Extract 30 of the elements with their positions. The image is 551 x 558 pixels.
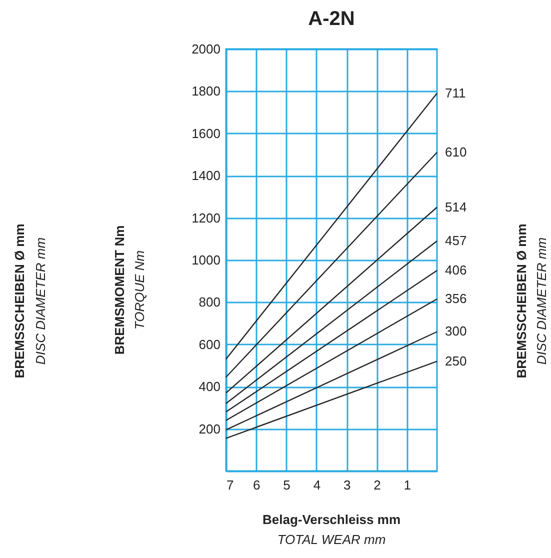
x-tick-label: 1 — [404, 478, 411, 492]
y-tick-label: 200 — [198, 421, 220, 436]
x-tick-label: 7 — [226, 478, 234, 492]
series-label: 356 — [445, 291, 467, 306]
y-tick-label: 800 — [198, 294, 220, 310]
y-tick-label: 600 — [198, 336, 220, 352]
series-label: 610 — [445, 144, 467, 160]
series-label: 457 — [445, 233, 467, 248]
x-tick-label: 2 — [374, 478, 381, 492]
series-label: 514 — [445, 199, 467, 214]
series-label: 250 — [445, 353, 467, 368]
y-tick-label: 2000 — [192, 42, 220, 56]
x-tick-label: 6 — [253, 478, 260, 492]
y-tick-label: 1600 — [192, 126, 220, 141]
y-tick-label: 1200 — [192, 210, 220, 226]
y-tick-label: 1400 — [192, 168, 220, 184]
y-tick-label: 400 — [198, 379, 220, 394]
y-axis-title: BREMSMOMENT Nm TORQUE Nm — [112, 225, 147, 355]
y-tick-label: 1000 — [192, 252, 220, 268]
text: BREMSSCHEIBEN Ø mm DISC DIAMETER mm — [514, 224, 549, 378]
series-label: 406 — [445, 262, 467, 278]
chart-title: A-2N — [308, 8, 355, 30]
x-tick-label: 4 — [313, 478, 321, 492]
series-label: 300 — [445, 324, 467, 339]
x-tick-label: 3 — [343, 478, 351, 492]
text: BREMSSCHEIBEN Ø mm DISC DIAMETER mm — [12, 224, 48, 378]
x-tick-label: 5 — [283, 478, 290, 492]
series-label: 711 — [445, 85, 466, 100]
y-tick-label: 1800 — [192, 84, 220, 99]
x-axis-title: Belag-Verschleiss mm TOTAL WEAR mm — [262, 512, 401, 547]
